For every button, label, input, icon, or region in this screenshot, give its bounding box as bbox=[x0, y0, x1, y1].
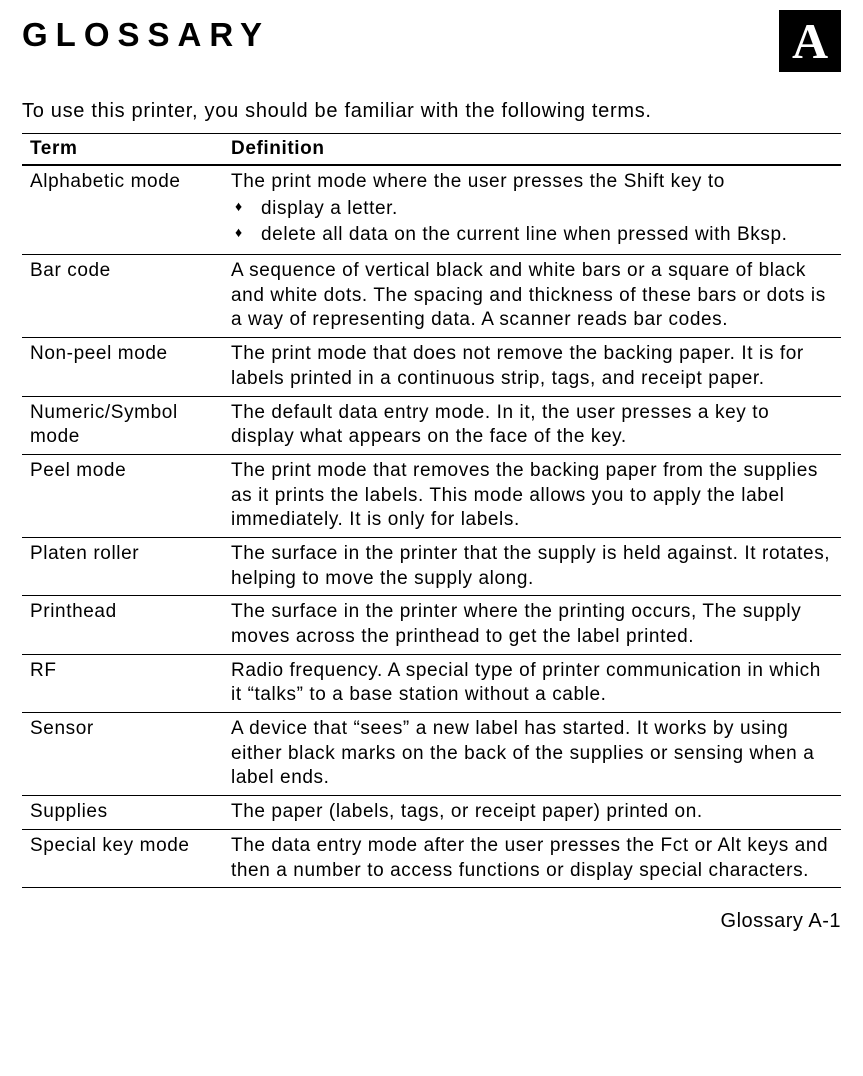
term-cell: Numeric/Symbol mode bbox=[22, 396, 223, 454]
col-definition: Definition bbox=[223, 134, 841, 166]
definition-cell: A device that “sees” a new label has sta… bbox=[223, 713, 841, 796]
table-row: RF Radio frequency. A special type of pr… bbox=[22, 654, 841, 712]
table-row: Alphabetic mode The print mode where the… bbox=[22, 165, 841, 255]
table-row: Numeric/Symbol mode The default data ent… bbox=[22, 396, 841, 454]
definition-cell: The print mode that removes the backing … bbox=[223, 454, 841, 537]
term-cell: RF bbox=[22, 654, 223, 712]
term-cell: Supplies bbox=[22, 796, 223, 830]
definition-cell: The paper (labels, tags, or receipt pape… bbox=[223, 796, 841, 830]
definition-cell: The print mode that does not remove the … bbox=[223, 338, 841, 396]
term-cell: Platen roller bbox=[22, 537, 223, 595]
table-header-row: Term Definition bbox=[22, 134, 841, 166]
definition-cell: The surface in the printer where the pri… bbox=[223, 596, 841, 654]
table-row: Sensor A device that “sees” a new label … bbox=[22, 713, 841, 796]
glossary-table: Term Definition Alphabetic mode The prin… bbox=[22, 133, 841, 888]
term-cell: Special key mode bbox=[22, 829, 223, 887]
definition-cell: Radio frequency. A special type of print… bbox=[223, 654, 841, 712]
table-row: Non-peel mode The print mode that does n… bbox=[22, 338, 841, 396]
header-row: GLOSSARY A bbox=[22, 10, 841, 72]
table-row: Peel mode The print mode that removes th… bbox=[22, 454, 841, 537]
term-cell: Peel mode bbox=[22, 454, 223, 537]
page: GLOSSARY A To use this printer, you shou… bbox=[0, 0, 863, 953]
col-term: Term bbox=[22, 134, 223, 166]
bullet-item: delete all data on the current line when… bbox=[231, 223, 833, 248]
term-cell: Bar code bbox=[22, 255, 223, 338]
page-title: GLOSSARY bbox=[22, 10, 270, 54]
definition-cell: The surface in the printer that the supp… bbox=[223, 537, 841, 595]
bullet-item: display a letter. bbox=[231, 197, 833, 222]
term-cell: Sensor bbox=[22, 713, 223, 796]
bullet-list: display a letter. delete all data on the… bbox=[231, 197, 833, 248]
page-footer: Glossary A-1 bbox=[22, 910, 841, 933]
term-cell: Printhead bbox=[22, 596, 223, 654]
table-row: Platen roller The surface in the printer… bbox=[22, 537, 841, 595]
table-row: Printhead The surface in the printer whe… bbox=[22, 596, 841, 654]
intro-text: To use this printer, you should be famil… bbox=[22, 100, 841, 123]
definition-cell: The default data entry mode. In it, the … bbox=[223, 396, 841, 454]
term-cell: Alphabetic mode bbox=[22, 165, 223, 255]
term-cell: Non-peel mode bbox=[22, 338, 223, 396]
table-row: Supplies The paper (labels, tags, or rec… bbox=[22, 796, 841, 830]
definition-lead: The print mode where the user presses th… bbox=[231, 170, 833, 195]
table-row: Special key mode The data entry mode aft… bbox=[22, 829, 841, 887]
appendix-badge: A bbox=[779, 10, 841, 72]
definition-cell: The print mode where the user presses th… bbox=[223, 165, 841, 255]
definition-cell: A sequence of vertical black and white b… bbox=[223, 255, 841, 338]
table-row: Bar code A sequence of vertical black an… bbox=[22, 255, 841, 338]
definition-cell: The data entry mode after the user press… bbox=[223, 829, 841, 887]
